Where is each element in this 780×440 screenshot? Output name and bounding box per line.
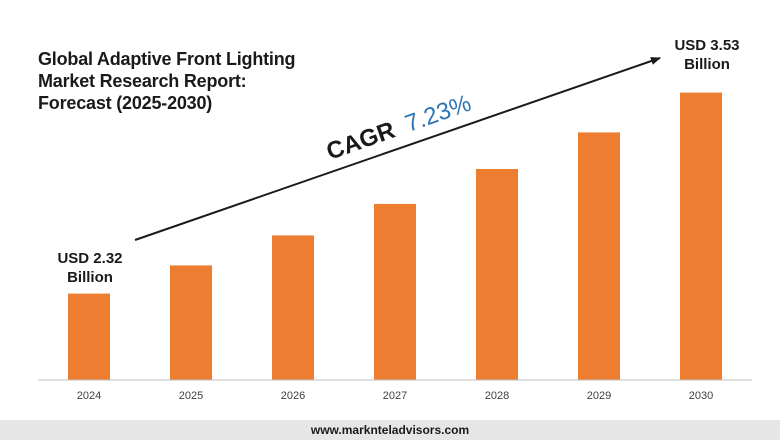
- bar-2029: [578, 132, 620, 380]
- chart-title-line-1: Global Adaptive Front Lighting: [38, 49, 296, 69]
- start-value-line-1: USD 2.32: [57, 250, 122, 267]
- chart-title: Global Adaptive Front Lighting Market Re…: [38, 48, 338, 114]
- end-value-line-2: Billion: [684, 56, 730, 73]
- end-value-line-1: USD 3.53: [674, 37, 739, 54]
- x-tick-label-2030: 2030: [689, 390, 713, 402]
- footer-band: [0, 420, 780, 440]
- bar-group: [68, 92, 722, 380]
- start-value-line-2: Billion: [67, 269, 113, 286]
- cagr-label: CAGR: [323, 117, 399, 166]
- bar-2025: [170, 265, 212, 380]
- cagr-value: 7.23%: [402, 90, 475, 138]
- cagr-annotation: CAGR 7.23%: [323, 90, 475, 166]
- footer-url: www.marknteladvisors.com: [310, 423, 469, 437]
- x-tick-label-2027: 2027: [383, 390, 407, 402]
- bar-2028: [476, 169, 518, 380]
- x-tick-label-2028: 2028: [485, 390, 509, 402]
- bar-2030: [680, 92, 722, 380]
- bar-2024: [68, 293, 110, 380]
- x-tick-label-2025: 2025: [179, 390, 203, 402]
- x-axis-ticks: 2024 2025 2026 2027 2028 2029 2030: [77, 390, 713, 402]
- bar-2026: [272, 235, 314, 380]
- start-value-annotation: USD 2.32 Billion: [57, 250, 122, 286]
- chart-title-line-2: Market Research Report:: [38, 71, 247, 91]
- x-tick-label-2029: 2029: [587, 390, 611, 402]
- x-tick-label-2024: 2024: [77, 390, 101, 402]
- x-tick-label-2026: 2026: [281, 390, 305, 402]
- chart-title-line-3: Forecast (2025-2030): [38, 93, 213, 113]
- end-value-annotation: USD 3.53 Billion: [674, 37, 739, 73]
- growth-arrow: [134, 57, 661, 241]
- bar-2027: [374, 203, 416, 380]
